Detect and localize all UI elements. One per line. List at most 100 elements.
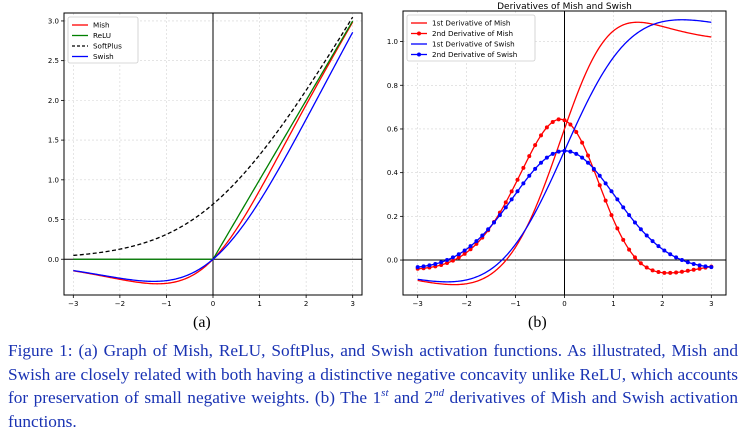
series-marker: [562, 148, 567, 153]
x-tick-label: 0: [211, 300, 215, 308]
plot-area: [73, 16, 354, 285]
series-marker: [445, 258, 450, 263]
series-marker: [644, 265, 649, 270]
series-marker: [480, 233, 485, 238]
y-tick-label: 3.0: [48, 17, 59, 25]
series-marker: [462, 251, 467, 256]
series-marker: [679, 258, 684, 263]
series-marker: [662, 248, 667, 253]
series-marker: [632, 220, 637, 225]
x-tick-label: 2: [660, 300, 664, 308]
series-marker: [638, 227, 643, 232]
y-tick-label: 1.5: [48, 137, 59, 145]
series-marker: [656, 244, 661, 249]
x-tick-label: −2: [461, 300, 471, 308]
series-marker: [574, 130, 579, 135]
series-marker: [515, 189, 520, 194]
series-marker: [521, 165, 526, 170]
plot-area: [415, 19, 714, 286]
chart-title: Derivatives of Mish and Swish: [497, 2, 632, 12]
series-marker: [462, 248, 467, 253]
series-marker: [497, 213, 502, 218]
y-tick-label: 0.6: [387, 125, 399, 133]
series-marker: [427, 263, 432, 268]
series-marker: [627, 213, 632, 218]
legend-label: ReLU: [93, 31, 111, 40]
series-marker: [691, 261, 696, 266]
series-marker: [591, 166, 596, 171]
series-marker: [674, 270, 679, 275]
series-marker: [562, 118, 567, 123]
series-marker: [668, 270, 673, 275]
series-marker: [509, 189, 514, 194]
series-marker: [456, 255, 461, 260]
series-marker: [674, 255, 679, 260]
legend-label: Mish: [93, 21, 110, 30]
series-marker: [632, 255, 637, 260]
legend-label: 1st Derivative of Mish: [432, 19, 510, 28]
x-tick-label: −2: [115, 300, 125, 308]
series-marker: [544, 155, 549, 160]
legend-marker: [417, 31, 421, 36]
series-marker: [621, 237, 626, 242]
series-marker: [585, 153, 590, 158]
x-tick-label: −1: [161, 300, 171, 308]
y-tick-label: 0.5: [48, 216, 59, 224]
figure-caption: Figure 1: (a) Graph of Mish, ReLU, SoftP…: [8, 339, 738, 433]
series-marker: [415, 265, 420, 270]
series-marker: [585, 160, 590, 165]
series-marker: [468, 244, 473, 249]
series-marker: [474, 239, 479, 244]
series-marker: [668, 252, 673, 257]
x-tick-label: 1: [257, 300, 261, 308]
series-marker: [662, 270, 667, 275]
legend-label: SoftPlus: [93, 42, 122, 51]
series-marker: [550, 119, 555, 124]
series-marker: [679, 269, 684, 274]
legend-box: [67, 16, 139, 64]
legend-label: Swish: [93, 52, 114, 61]
series-softplus: [73, 16, 354, 257]
series-marker: [550, 151, 555, 156]
plot-frame: [63, 12, 363, 296]
series-marker: [691, 267, 696, 272]
y-tick-label: 0.8: [387, 82, 398, 90]
series-marker: [580, 155, 585, 160]
series-marker: [421, 264, 426, 269]
series-marker: [709, 265, 714, 270]
series-marker: [703, 264, 708, 269]
series-marker: [603, 198, 608, 203]
series-marker: [615, 226, 620, 231]
series-marker: [544, 125, 549, 130]
series-marker: [685, 260, 690, 265]
legend-box: [406, 14, 536, 62]
series-marker: [650, 268, 655, 273]
series-marker: [539, 133, 544, 138]
series-marker: [515, 177, 520, 182]
series-marker: [503, 200, 508, 205]
series-marker: [533, 166, 538, 171]
series-marker: [574, 151, 579, 156]
series-marker: [486, 227, 491, 232]
series-marker: [603, 181, 608, 186]
legend-label: 2nd Derivative of Swish: [432, 50, 517, 59]
caption-part3: derivatives of Mish and Swish activation…: [8, 388, 739, 431]
series-marker: [597, 183, 602, 188]
series-marker: [615, 197, 620, 202]
y-tick-label: 0.0: [387, 257, 398, 265]
x-tick-label: 3: [350, 300, 354, 308]
series-marker: [474, 241, 479, 246]
y-tick-label: 2.5: [48, 57, 59, 65]
series-marker: [697, 266, 702, 271]
series-marker: [556, 117, 561, 122]
series-marker: [568, 149, 573, 154]
series-marker: [568, 122, 573, 127]
series-marker: [650, 239, 655, 244]
series-marker: [697, 263, 702, 268]
x-tick-label: −3: [413, 300, 423, 308]
y-tick-label: 1.0: [48, 176, 59, 184]
x-tick-label: −3: [68, 300, 78, 308]
y-tick-label: 0.4: [387, 169, 399, 177]
series-marker: [597, 173, 602, 178]
y-tick-label: 2.0: [48, 97, 59, 105]
